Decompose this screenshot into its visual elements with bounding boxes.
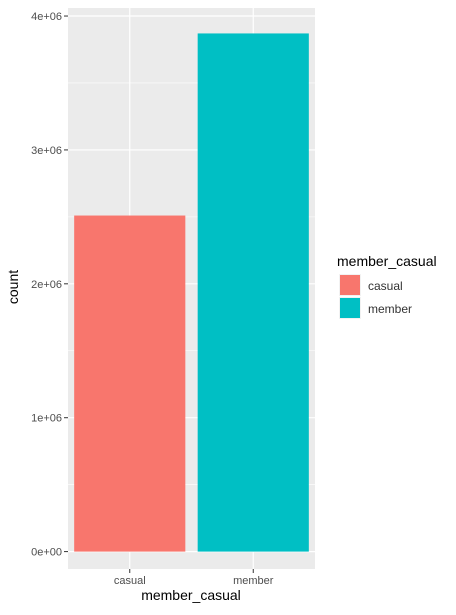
y-tick-label: 0e+00 (31, 547, 62, 559)
x-axis-title: member_casual (141, 587, 241, 603)
legend-label-casual: casual (368, 279, 403, 293)
y-tick-label: 1e+06 (31, 413, 62, 425)
legend-swatch-member (340, 298, 360, 318)
bar-casual (74, 215, 186, 552)
legend-swatch-casual (340, 275, 360, 295)
y-axis-title: count (5, 270, 21, 304)
bar-member (197, 33, 309, 552)
y-tick-label: 2e+06 (31, 279, 62, 291)
legend-title: member_casual (337, 253, 437, 269)
y-tick-label: 4e+06 (31, 11, 62, 23)
x-tick-label: casual (114, 575, 146, 587)
legend-label-member: member (368, 302, 412, 316)
x-tick-label: member (233, 575, 274, 587)
y-tick-label: 3e+06 (31, 145, 62, 157)
